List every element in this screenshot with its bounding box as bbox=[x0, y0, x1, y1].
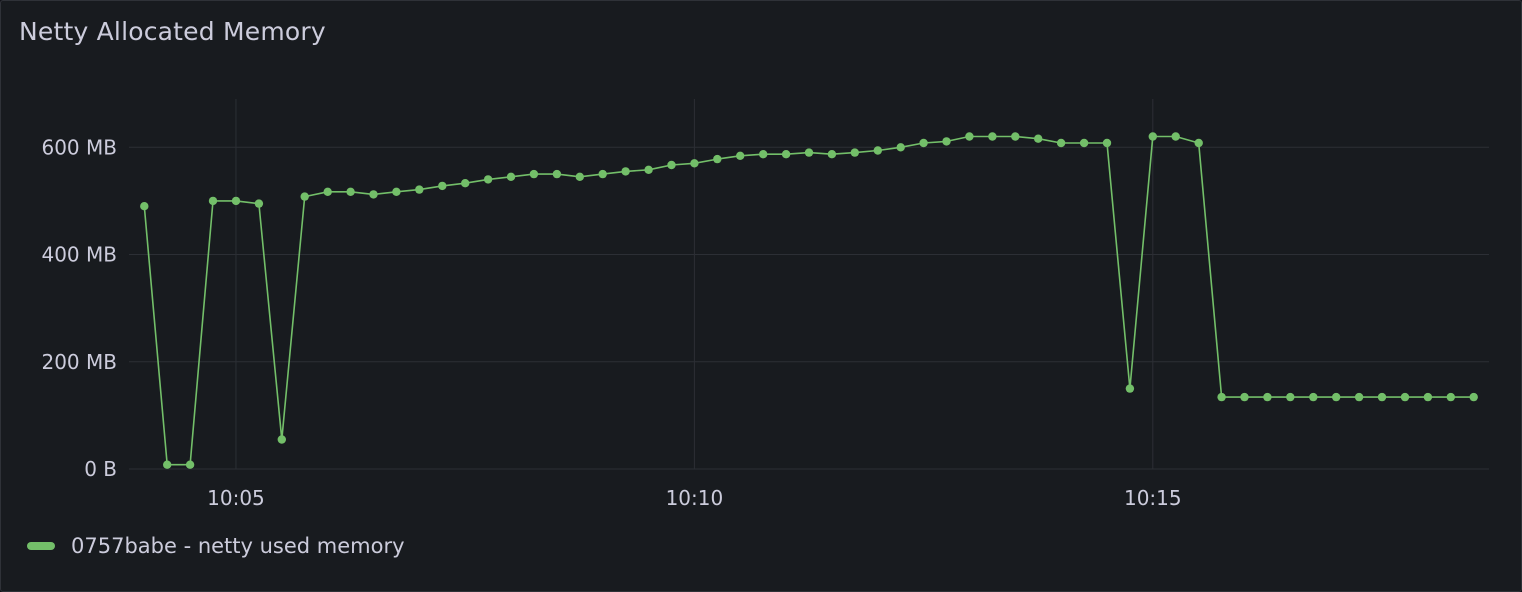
data-point[interactable] bbox=[1354, 392, 1364, 402]
legend-series-label[interactable]: 0757babe - netty used memory bbox=[71, 534, 405, 558]
axis-labels: 0 B 200 MB 400 MB 600 MB 10:05 10:10 10:15 bbox=[41, 135, 1181, 510]
data-point[interactable] bbox=[1217, 392, 1226, 402]
data-point[interactable] bbox=[667, 160, 676, 170]
data-point[interactable] bbox=[804, 148, 814, 157]
data-point[interactable] bbox=[919, 138, 928, 148]
y-tick-label: 400 MB bbox=[41, 243, 117, 267]
x-tick-label: 10:10 bbox=[666, 486, 724, 510]
data-point[interactable] bbox=[736, 151, 745, 160]
data-point[interactable] bbox=[1102, 138, 1112, 148]
data-point[interactable] bbox=[415, 185, 424, 194]
data-point[interactable] bbox=[300, 192, 309, 201]
series-line bbox=[143, 135, 1474, 466]
x-tick-label: 10:05 bbox=[207, 486, 265, 510]
panel-title: Netty Allocated Memory bbox=[19, 17, 326, 46]
data-point[interactable] bbox=[1171, 132, 1180, 141]
data-point[interactable] bbox=[988, 132, 997, 141]
data-point[interactable] bbox=[598, 169, 607, 179]
data-point[interactable] bbox=[208, 196, 218, 206]
data-point[interactable] bbox=[575, 172, 584, 181]
data-point[interactable] bbox=[1240, 392, 1249, 402]
data-point[interactable] bbox=[1011, 132, 1020, 141]
data-point[interactable] bbox=[1034, 134, 1043, 143]
data-point[interactable] bbox=[942, 137, 951, 146]
data-point[interactable] bbox=[827, 150, 837, 159]
data-point[interactable] bbox=[323, 187, 332, 196]
data-point[interactable] bbox=[140, 202, 149, 211]
y-tick-label: 0 B bbox=[84, 457, 117, 481]
data-point[interactable] bbox=[621, 167, 630, 176]
data-point[interactable] bbox=[231, 196, 241, 206]
data-point[interactable] bbox=[163, 460, 172, 469]
data-point[interactable] bbox=[896, 143, 905, 152]
data-point[interactable] bbox=[965, 132, 974, 141]
legend-series-swatch[interactable] bbox=[27, 542, 55, 550]
data-point[interactable] bbox=[1309, 392, 1318, 402]
data-point[interactable] bbox=[552, 169, 562, 179]
series-layer[interactable] bbox=[140, 132, 1478, 469]
data-point[interactable] bbox=[438, 181, 447, 191]
data-point[interactable] bbox=[506, 172, 516, 181]
data-point[interactable] bbox=[1125, 384, 1135, 393]
data-point[interactable] bbox=[1400, 392, 1410, 402]
data-point[interactable] bbox=[529, 169, 539, 179]
data-point[interactable] bbox=[1148, 132, 1158, 141]
data-point[interactable] bbox=[1377, 392, 1387, 402]
data-point[interactable] bbox=[1079, 138, 1089, 148]
data-point[interactable] bbox=[1332, 392, 1341, 402]
data-point[interactable] bbox=[644, 165, 653, 174]
data-point[interactable] bbox=[850, 148, 859, 157]
data-point[interactable] bbox=[1263, 392, 1272, 402]
data-point[interactable] bbox=[1056, 138, 1066, 148]
data-point[interactable] bbox=[690, 159, 699, 168]
data-point[interactable] bbox=[759, 150, 768, 159]
data-point[interactable] bbox=[873, 146, 882, 155]
y-tick-label: 200 MB bbox=[41, 350, 117, 374]
data-point[interactable] bbox=[713, 154, 722, 164]
y-tick-label: 600 MB bbox=[41, 135, 117, 159]
grid-lines bbox=[129, 99, 1489, 470]
data-point[interactable] bbox=[346, 187, 355, 196]
data-point[interactable] bbox=[277, 435, 286, 444]
data-point[interactable] bbox=[369, 190, 378, 199]
data-point[interactable] bbox=[483, 175, 493, 184]
data-point[interactable] bbox=[461, 179, 470, 188]
data-point[interactable] bbox=[1286, 392, 1295, 402]
data-point[interactable] bbox=[392, 187, 401, 196]
x-tick-label: 10:15 bbox=[1124, 486, 1182, 510]
data-point[interactable] bbox=[781, 150, 791, 159]
data-point[interactable] bbox=[185, 460, 195, 469]
data-point[interactable] bbox=[1423, 392, 1433, 402]
data-point[interactable] bbox=[1446, 392, 1456, 402]
data-point[interactable] bbox=[1469, 392, 1478, 402]
data-point[interactable] bbox=[1194, 138, 1203, 148]
data-point[interactable] bbox=[254, 199, 264, 208]
legend[interactable]: 0757babe - netty used memory bbox=[27, 534, 405, 558]
